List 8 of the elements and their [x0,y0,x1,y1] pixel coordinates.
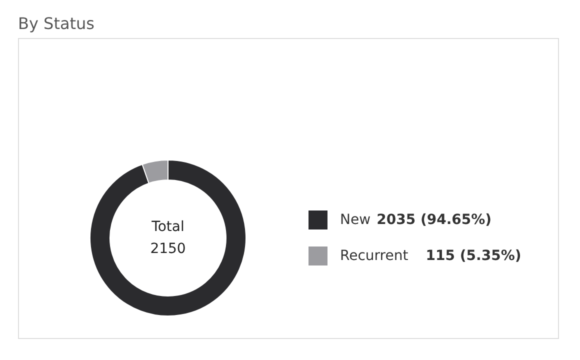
text: Total [150,219,184,235]
text: 2150 [150,241,186,257]
chart-title: By Status [18,14,95,33]
data-label: 2035 (94.65%) [376,212,492,228]
legend-label: Recurrent [340,248,409,264]
data-label: 115 (5.35%) [426,248,522,264]
legend-label: New [340,212,371,228]
donut-slice [90,160,246,316]
